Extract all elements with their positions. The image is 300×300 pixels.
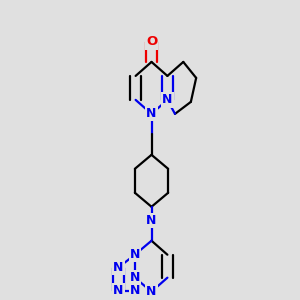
Text: N: N bbox=[162, 93, 172, 106]
Text: N: N bbox=[146, 214, 157, 227]
Text: N: N bbox=[146, 285, 157, 298]
Text: N: N bbox=[113, 261, 123, 274]
Text: N: N bbox=[146, 107, 157, 120]
Text: O: O bbox=[146, 35, 157, 49]
Text: N: N bbox=[130, 284, 140, 297]
Text: N: N bbox=[130, 248, 140, 261]
Text: N: N bbox=[113, 284, 123, 297]
Text: N: N bbox=[130, 271, 140, 284]
